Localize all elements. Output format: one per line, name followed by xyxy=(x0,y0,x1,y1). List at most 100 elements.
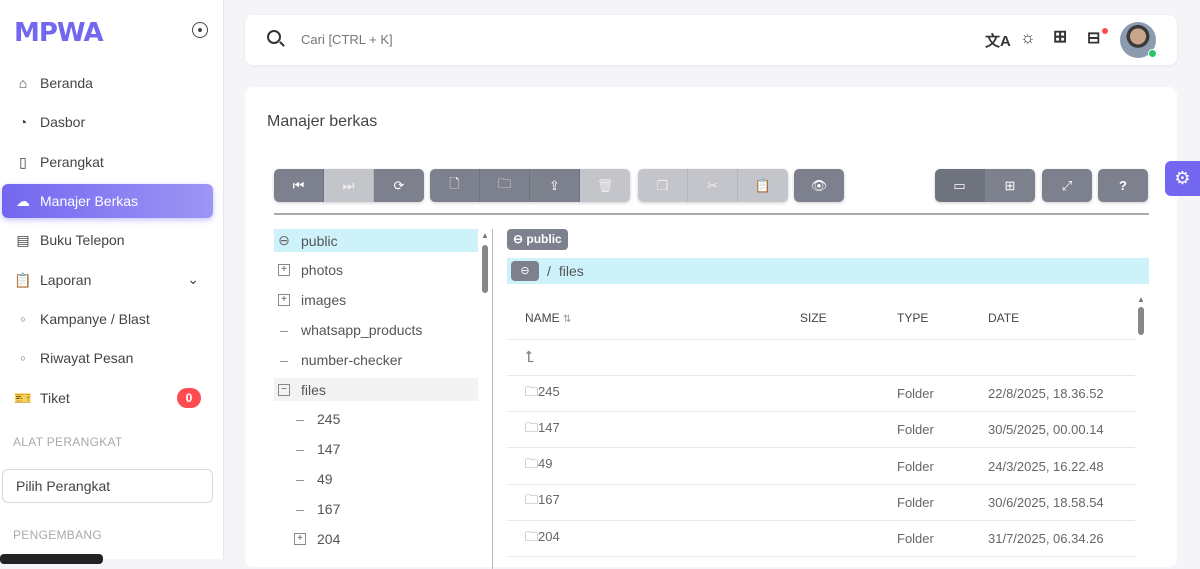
leaf-dash-icon: – xyxy=(280,351,288,368)
sidebar-item-laporan[interactable]: 📋 Laporan ⌄ xyxy=(2,263,213,297)
tree-item[interactable]: – whatsapp_products xyxy=(274,318,478,341)
help-button[interactable]: ? xyxy=(1098,169,1148,202)
tree-item[interactable]: –167 xyxy=(274,497,478,520)
table-header: NAME ⇅ SIZE TYPE DATE xyxy=(507,297,1135,340)
table-row[interactable]: 🗀204 Folder 31/7/2025, 06.34.26 xyxy=(507,521,1135,558)
sidebar-item-riwayat-pesan[interactable]: ○ Riwayat Pesan xyxy=(2,341,213,375)
paste-button[interactable]: 📋 xyxy=(738,169,788,202)
leaf-dash-icon: – xyxy=(296,441,304,458)
first-button[interactable]: ⏮ xyxy=(274,169,324,202)
grid-view-button[interactable]: ⊞ xyxy=(985,169,1035,202)
leaf-dash-icon: – xyxy=(296,500,304,517)
sidebar-item-buku-telepon[interactable]: ▤ Buku Telepon xyxy=(2,223,213,257)
avatar[interactable] xyxy=(1120,22,1157,58)
sidebar-item-dasbor[interactable]: ◔ Dasbor xyxy=(2,105,213,139)
tree-item[interactable]: + images xyxy=(274,289,478,312)
upload-button[interactable]: ⇪ xyxy=(530,169,580,202)
expand-icon[interactable]: + xyxy=(278,294,290,307)
search-input[interactable] xyxy=(301,32,601,47)
top-bar: 文A ☼ ⊞ ⊟ xyxy=(245,15,1177,65)
table-row[interactable]: 🗀147 Folder 30/5/2025, 00.00.14 xyxy=(507,412,1135,449)
file-type: Folder xyxy=(897,422,934,438)
new-file-button[interactable]: 🗋 xyxy=(430,169,480,202)
parent-folder-row[interactable]: ⮤ xyxy=(507,340,1135,376)
col-date[interactable]: DATE xyxy=(988,311,1020,325)
leaf-dash-icon: – xyxy=(280,321,288,338)
breadcrumb-current[interactable]: files xyxy=(558,263,584,279)
settings-gear-button[interactable]: ⚙ xyxy=(1165,161,1200,196)
sidebar-item-label: Laporan xyxy=(40,272,92,288)
tree-item[interactable]: – number-checker xyxy=(274,348,478,371)
tree-item[interactable]: –147 xyxy=(274,438,478,461)
sidebar-item-label: Tiket xyxy=(40,390,70,406)
folder-icon: 🗀 xyxy=(525,456,539,472)
cut-button[interactable]: ✂ xyxy=(688,169,738,202)
sidebar-item-tiket[interactable]: 🎫 Tiket 0 xyxy=(2,381,213,415)
delete-button[interactable]: 🗑 xyxy=(580,169,630,202)
col-size[interactable]: SIZE xyxy=(800,311,827,325)
file-name: 49 xyxy=(538,456,553,472)
preview-button[interactable]: 👁 xyxy=(794,169,844,202)
table-row[interactable]: 🗀245 Folder 22/8/2025, 18.36.52 xyxy=(507,376,1135,412)
logo[interactable]: MPWA xyxy=(14,18,104,48)
clipboard-icon: 📋 xyxy=(14,271,32,288)
sort-icon: ⇅ xyxy=(563,314,572,325)
tree-item[interactable]: –245 xyxy=(274,408,478,431)
sidebar-item-label: Dasbor xyxy=(40,114,86,130)
tree-item-label: 167 xyxy=(317,500,341,517)
table-row[interactable]: 🗀49 Folder 24/3/2025, 16.22.48 xyxy=(507,449,1135,485)
copy-button[interactable]: ❐ xyxy=(638,169,688,202)
sidebar-item-kampanye-blast[interactable]: ○ Kampanye / Blast xyxy=(2,302,213,336)
file-name: 167 xyxy=(538,492,560,508)
table-row[interactable]: 🗀167 Folder 30/6/2025, 18.58.54 xyxy=(507,485,1135,521)
tree-item-label: number-checker xyxy=(301,351,403,368)
last-button[interactable]: ⏭ xyxy=(324,169,374,202)
divider xyxy=(274,213,1149,215)
tree-scrollbar[interactable]: ▲ xyxy=(481,231,489,561)
ticket-icon: 🎫 xyxy=(14,389,32,406)
sidebar-item-manajer-berkas[interactable]: ☁ Manajer Berkas xyxy=(2,184,213,218)
expand-icon[interactable]: + xyxy=(278,264,290,277)
leaf-dash-icon: – xyxy=(296,411,304,428)
file-date: 30/6/2025, 18.58.54 xyxy=(988,494,1104,510)
col-name[interactable]: NAME ⇅ xyxy=(525,311,572,325)
file-type: Folder xyxy=(897,386,934,401)
sun-icon[interactable]: ☼ xyxy=(1020,28,1036,47)
up-arrow-icon: ⮤ xyxy=(525,348,535,366)
tree-item[interactable]: ⊖ public xyxy=(274,229,478,252)
tree-item-label: photos xyxy=(301,262,344,279)
translate-icon[interactable]: 文A xyxy=(985,33,1011,50)
tree-item-label: 204 xyxy=(317,530,341,547)
circle-icon: ○ xyxy=(20,353,26,363)
sidebar-item-perangkat[interactable]: ▯ Perangkat xyxy=(2,145,213,179)
storage-chip[interactable]: ⊖ public xyxy=(507,229,568,250)
file-name: 245 xyxy=(538,383,560,399)
tree-item[interactable]: + photos xyxy=(274,259,478,282)
notifications-icon[interactable]: ⊟ xyxy=(1087,30,1101,47)
tree-item-label: files xyxy=(301,381,326,398)
table-scrollbar[interactable]: ▲ xyxy=(1137,295,1145,565)
tree-item[interactable]: +204 xyxy=(274,527,478,550)
shortcuts-icon[interactable]: ⊞ xyxy=(1053,27,1068,46)
new-folder-button[interactable]: 🗀 xyxy=(480,169,530,202)
drive-icon[interactable]: ⊖ xyxy=(511,261,539,281)
file-date: 30/5/2025, 00.00.14 xyxy=(988,422,1104,438)
expand-icon[interactable]: + xyxy=(294,532,306,545)
sidebar-toggle-icon[interactable] xyxy=(192,22,208,38)
list-view-button[interactable]: ▭ xyxy=(935,169,985,202)
search-icon[interactable] xyxy=(267,30,281,44)
sidebar-item-label: Riwayat Pesan xyxy=(40,350,134,366)
tree-item[interactable]: –49 xyxy=(274,467,478,490)
tree-item-label: public xyxy=(301,232,338,249)
sidebar-item-label: Beranda xyxy=(40,75,93,91)
refresh-button[interactable]: ⟳ xyxy=(374,169,424,202)
chevron-down-icon[interactable]: ⌄ xyxy=(187,271,199,287)
gauge-icon: ◔ xyxy=(18,114,28,130)
collapse-icon[interactable]: − xyxy=(278,383,290,396)
sidebar-item-beranda[interactable]: ⌂ Beranda xyxy=(2,66,213,100)
device-select[interactable]: Pilih Perangkat xyxy=(2,469,213,503)
divider xyxy=(492,229,493,569)
fullscreen-button[interactable]: ⤢ xyxy=(1042,169,1092,202)
col-type[interactable]: TYPE xyxy=(897,311,929,325)
tree-item[interactable]: − files xyxy=(274,378,478,401)
